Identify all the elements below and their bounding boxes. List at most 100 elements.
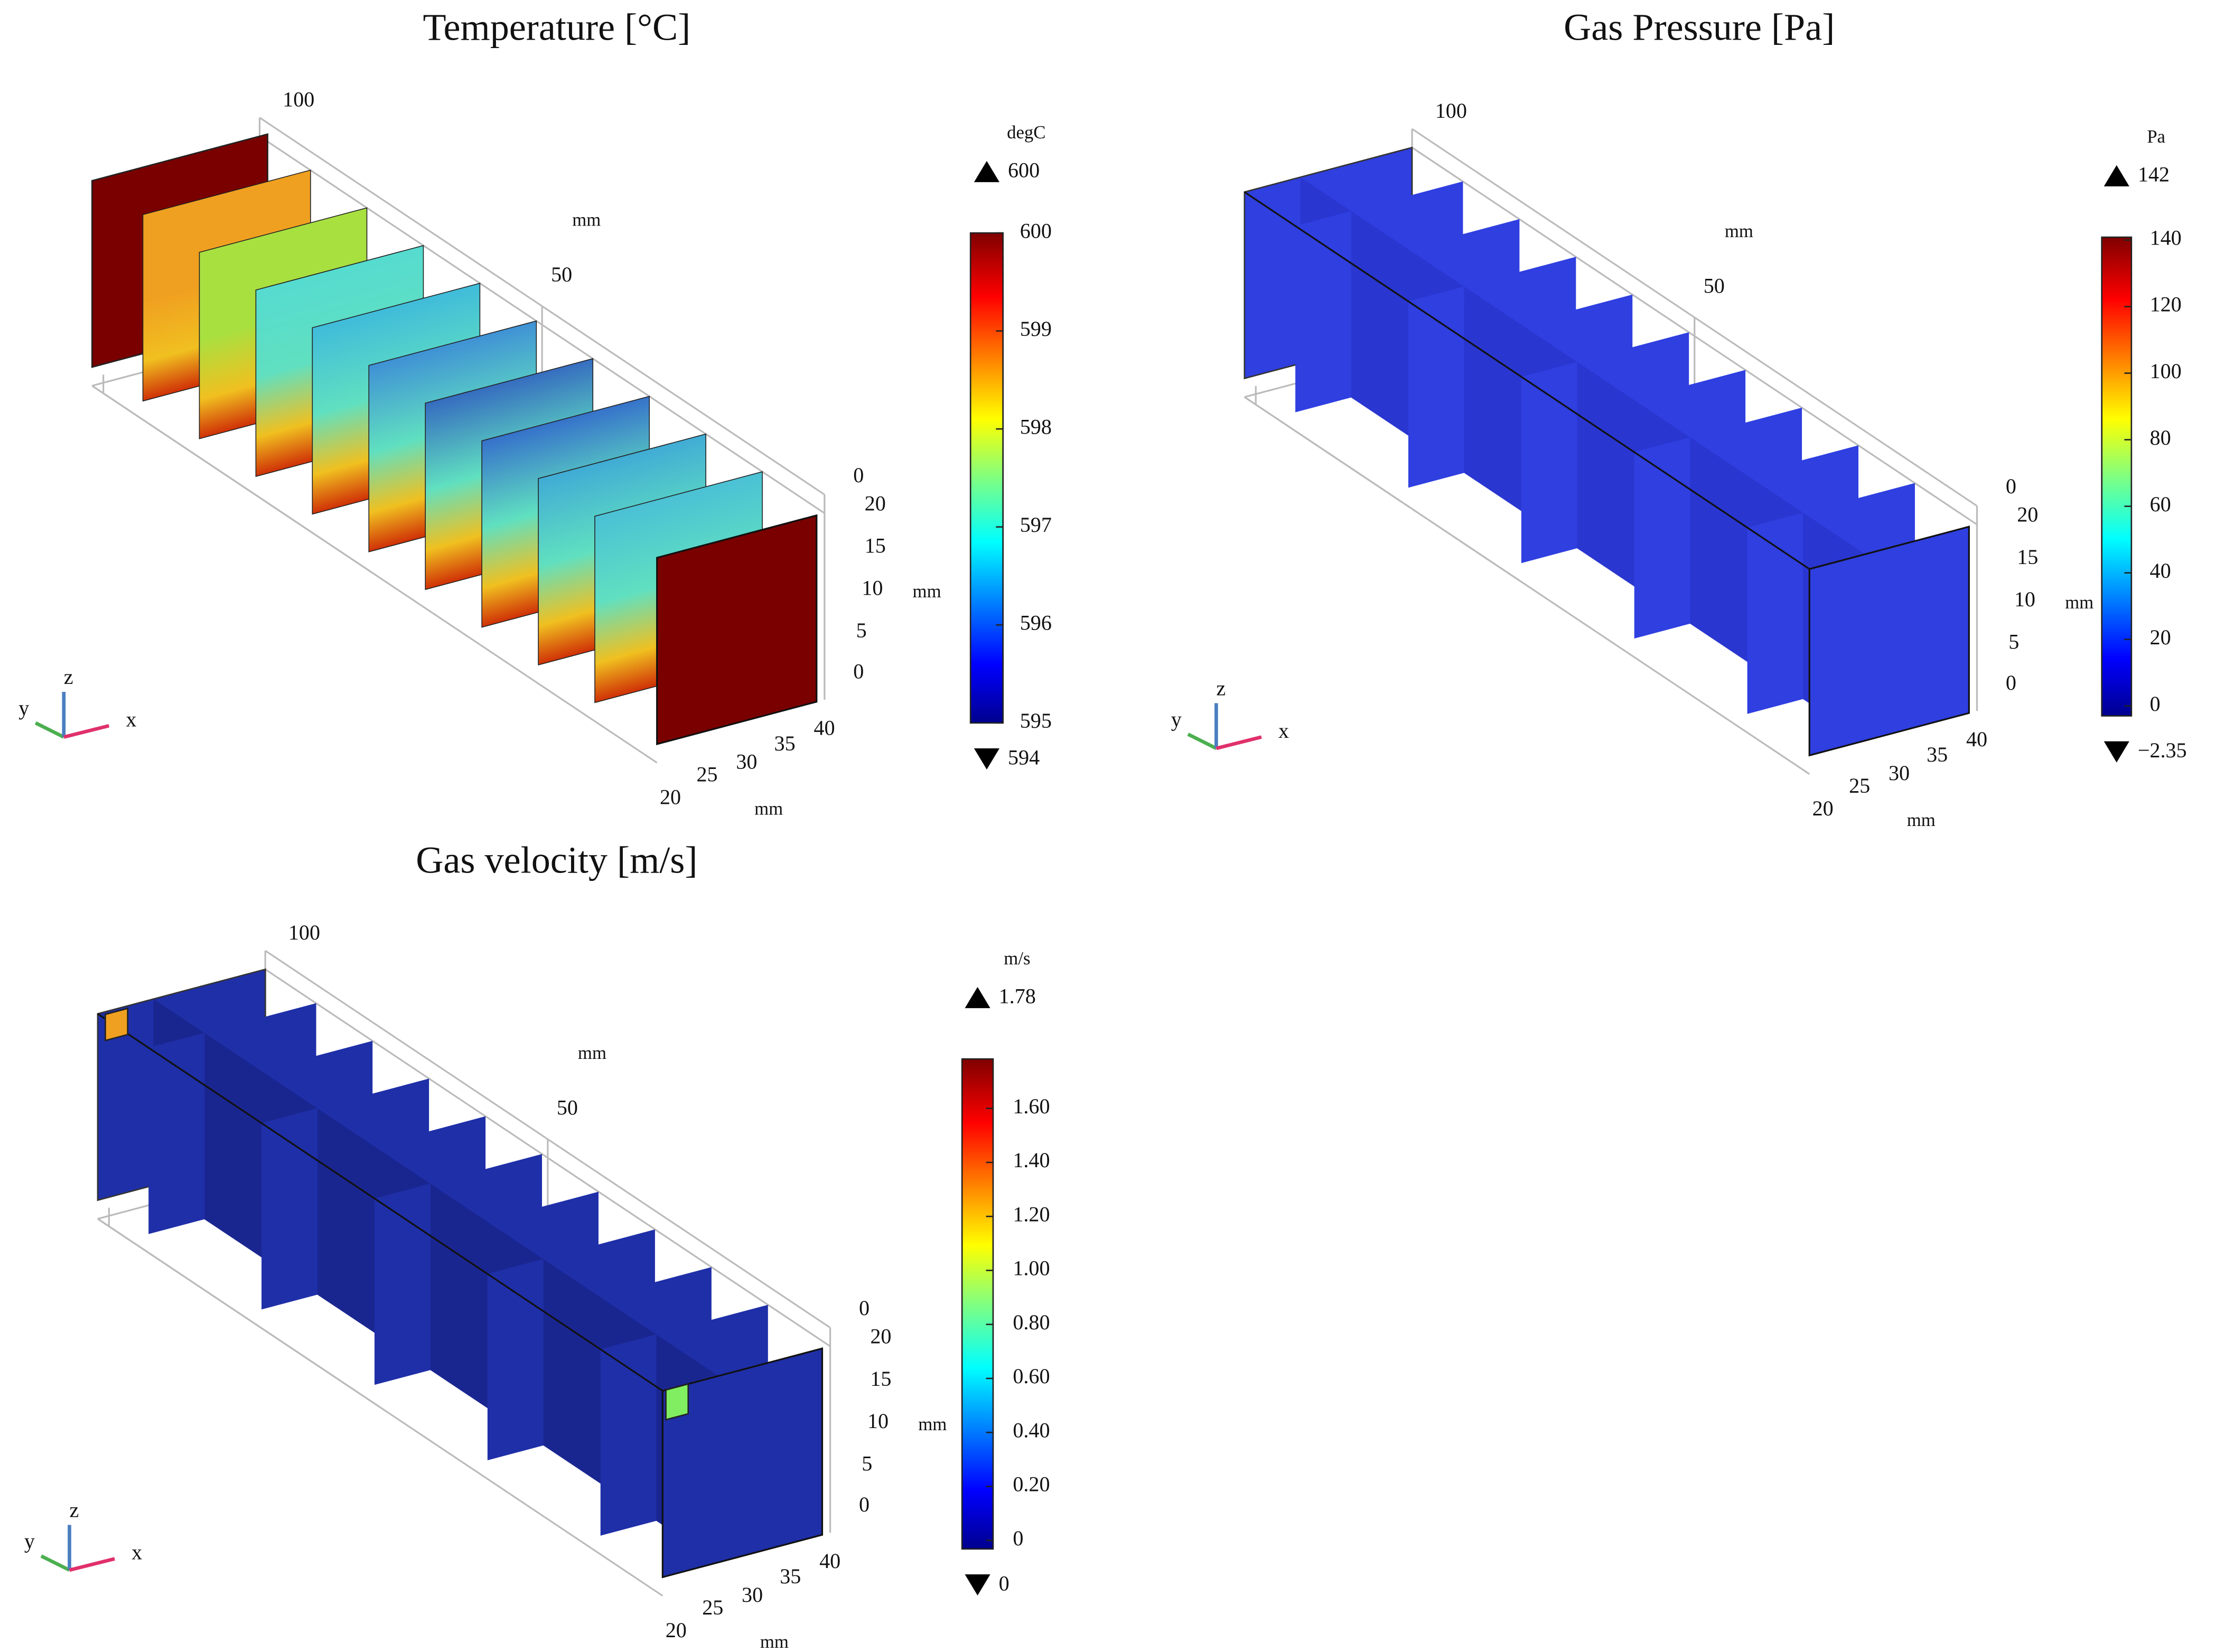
x-tick-label: 40 bbox=[819, 1549, 840, 1573]
triad-x bbox=[69, 1557, 115, 1572]
triad-label: y bbox=[18, 696, 29, 720]
triad-label: z bbox=[1216, 677, 1226, 700]
z-tick-label: 0 bbox=[2006, 671, 2016, 694]
colorbar-unit: degC bbox=[1007, 122, 1045, 143]
colorbar-unit: m/s bbox=[1004, 948, 1030, 969]
max-marker bbox=[965, 987, 990, 1008]
triad-x bbox=[1216, 735, 1262, 750]
colorbar-tick-label: 1.60 bbox=[1013, 1094, 1050, 1118]
colorbar-max: 600 bbox=[1008, 158, 1040, 182]
plate bbox=[1747, 512, 1803, 714]
colorbar bbox=[969, 232, 1004, 724]
plate bbox=[600, 1334, 657, 1536]
colorbar-tick-label: 0.40 bbox=[1013, 1418, 1050, 1442]
colorbar-max: 1.78 bbox=[999, 984, 1036, 1008]
length-tick-label: 50 bbox=[1704, 274, 1725, 298]
length-tick-label: 0 bbox=[859, 1296, 870, 1320]
x-tick-label: 40 bbox=[814, 716, 835, 739]
plate bbox=[261, 1108, 317, 1310]
axis-label: mm bbox=[572, 210, 601, 230]
colorbar-tick-label: 120 bbox=[2150, 293, 2182, 316]
colorbar-tick-label: 60 bbox=[2150, 492, 2171, 516]
x-tick-label: 40 bbox=[1966, 727, 1987, 751]
z-tick-label: 20 bbox=[870, 1325, 891, 1348]
grid-box-edge bbox=[259, 117, 825, 495]
axis-label: mm bbox=[1907, 810, 1936, 830]
colorbar bbox=[961, 1058, 994, 1550]
plate bbox=[487, 1259, 544, 1460]
x-tick-label: 35 bbox=[1927, 743, 1948, 766]
x-tick-label: 35 bbox=[774, 731, 796, 755]
end-face bbox=[1808, 525, 1970, 757]
z-tick-label: 15 bbox=[870, 1367, 891, 1391]
colorbar-tick-label: 600 bbox=[1020, 219, 1052, 242]
grid-box-edge bbox=[91, 385, 375, 575]
colorbar-tick-label: 40 bbox=[2150, 559, 2171, 583]
z-tick-label: 10 bbox=[2014, 587, 2035, 611]
triad-label: y bbox=[1171, 707, 1182, 731]
x-tick-label: 35 bbox=[780, 1564, 801, 1588]
panel: Gas velocity [m/s]1005002015105020253035… bbox=[24, 839, 1050, 1652]
x-tick-label: 25 bbox=[1849, 774, 1870, 797]
colorbar bbox=[2101, 236, 2133, 717]
length-tick-label: 50 bbox=[557, 1096, 578, 1120]
z-tick-label: 20 bbox=[2017, 503, 2038, 527]
triad-y bbox=[40, 1554, 70, 1572]
triad-label: x bbox=[126, 707, 136, 731]
colorbar-tick-label: 1.00 bbox=[1013, 1256, 1050, 1280]
end-face bbox=[656, 514, 818, 746]
z-tick-label: 15 bbox=[865, 534, 886, 558]
length-tick-label: 100 bbox=[1435, 99, 1467, 123]
triad-y bbox=[1187, 733, 1217, 750]
colorbar-min: 594 bbox=[1008, 746, 1040, 769]
colorbar-tick-label: 100 bbox=[2150, 359, 2182, 383]
x-tick-label: 20 bbox=[666, 1618, 687, 1642]
colorbar-tick-label: 0.60 bbox=[1013, 1364, 1050, 1388]
x-tick-label: 25 bbox=[697, 763, 718, 786]
colorbar-tick-label: 80 bbox=[2150, 426, 2171, 449]
axis-label: mm bbox=[913, 581, 941, 602]
triad-label: x bbox=[132, 1541, 142, 1564]
length-tick-label: 50 bbox=[551, 262, 572, 286]
colorbar-unit: Pa bbox=[2147, 126, 2165, 147]
z-tick-label: 5 bbox=[2008, 630, 2019, 653]
triad-label: z bbox=[64, 665, 73, 689]
colorbar-tick-label: 598 bbox=[1020, 415, 1052, 438]
triad-x bbox=[63, 724, 110, 739]
length-tick-label: 100 bbox=[288, 921, 320, 944]
triad-label: x bbox=[1278, 719, 1289, 743]
colorbar-max: 142 bbox=[2138, 162, 2170, 186]
x-tick-label: 20 bbox=[1812, 796, 1834, 820]
x-tick-label: 30 bbox=[742, 1583, 763, 1607]
grid-box-edge bbox=[97, 1218, 381, 1409]
colorbar-tick-label: 599 bbox=[1020, 317, 1052, 341]
axis-label: mm bbox=[578, 1043, 606, 1063]
z-tick-label: 20 bbox=[865, 491, 886, 515]
z-tick-label: 10 bbox=[867, 1409, 889, 1433]
plate bbox=[1408, 286, 1464, 488]
colorbar-tick-label: 597 bbox=[1020, 513, 1052, 537]
grid-box-edge bbox=[1412, 128, 1978, 507]
z-tick-label: 10 bbox=[862, 576, 883, 600]
plate bbox=[374, 1184, 431, 1385]
end-face bbox=[661, 1347, 824, 1579]
z-tick-label: 15 bbox=[2017, 545, 2038, 569]
axis-label: mm bbox=[754, 799, 783, 819]
edge bbox=[1244, 191, 1810, 570]
min-marker bbox=[2104, 741, 2129, 763]
min-marker bbox=[965, 1574, 990, 1596]
length-tick-label: 0 bbox=[853, 463, 864, 487]
axis-label: mm bbox=[760, 1631, 789, 1652]
panel: Temperature [°C]100500201510502025303540… bbox=[18, 6, 1052, 819]
axis-label: mm bbox=[918, 1414, 947, 1434]
panel-title: Gas velocity [m/s] bbox=[416, 839, 697, 881]
axis-label: mm bbox=[1725, 221, 1753, 241]
colorbar-min: 0 bbox=[999, 1572, 1010, 1595]
triad-label: y bbox=[24, 1529, 35, 1553]
x-tick-label: 20 bbox=[660, 785, 681, 809]
length-tick-label: 100 bbox=[283, 88, 314, 111]
plate bbox=[148, 1032, 205, 1234]
max-marker bbox=[974, 161, 999, 182]
colorbar-tick-label: 595 bbox=[1020, 709, 1052, 733]
